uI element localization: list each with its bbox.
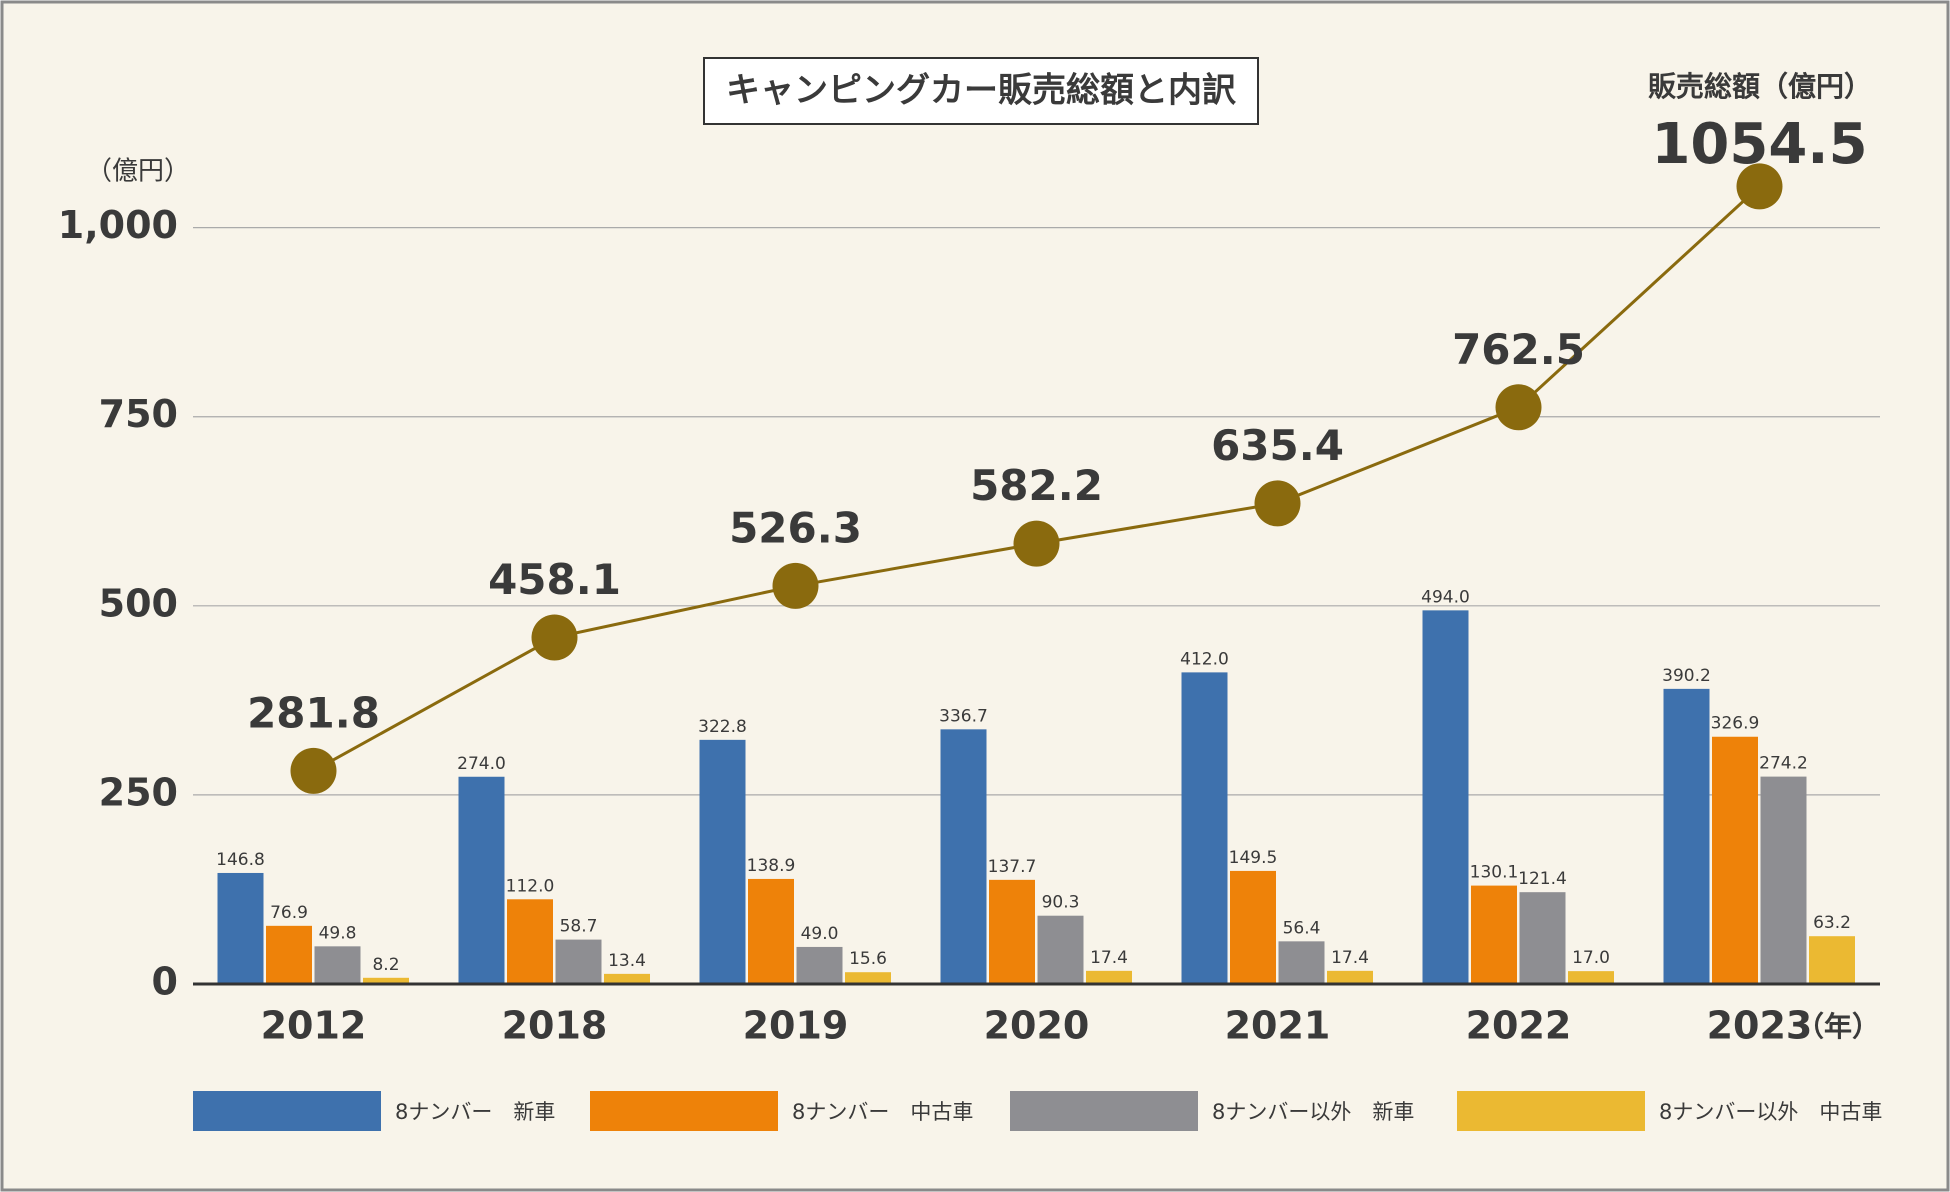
bar-value-label: 8.2 <box>372 955 399 975</box>
bar-value-label: 274.0 <box>457 754 506 774</box>
total-marker <box>1736 163 1783 210</box>
x-tick-label: 2021 <box>1225 1004 1331 1048</box>
total-value-label: 635.4 <box>1211 421 1344 470</box>
bar-value-label: 494.0 <box>1421 587 1470 607</box>
legend-swatch <box>590 1091 778 1131</box>
bar <box>1278 941 1325 984</box>
bar-value-label: 322.8 <box>698 717 747 737</box>
bar-value-label: 90.3 <box>1042 893 1080 913</box>
y-tick-label: 500 <box>99 581 178 625</box>
bar-value-label: 390.2 <box>1662 666 1711 686</box>
bar-value-label: 76.9 <box>270 903 308 923</box>
total-marker <box>531 614 578 661</box>
bar <box>458 776 505 984</box>
x-tick-label: 2019 <box>743 1004 849 1048</box>
legend-swatch <box>1010 1091 1198 1131</box>
bar-value-label: 58.7 <box>560 917 598 937</box>
bar-value-label: 49.0 <box>801 924 839 944</box>
bar <box>507 899 553 984</box>
bar <box>1712 736 1758 984</box>
x-tick-label: 2012 <box>261 1004 367 1048</box>
bar <box>1230 870 1276 984</box>
total-marker <box>1495 384 1542 431</box>
bar <box>363 977 409 984</box>
bar <box>940 729 987 984</box>
line-series-name: 販売総額（億円） <box>1648 70 1872 103</box>
bar-value-label: 63.2 <box>1813 913 1851 933</box>
bar-value-label: 146.8 <box>216 850 265 870</box>
title-box <box>703 57 1259 125</box>
y-tick-label: 0 <box>152 960 178 1004</box>
bar-value-label: 326.9 <box>1711 714 1760 734</box>
bar-value-label: 130.1 <box>1470 863 1519 883</box>
bar <box>1327 970 1373 984</box>
total-marker <box>1254 480 1301 527</box>
chart-title: キャンピングカー販売総額と内訳 <box>726 71 1237 111</box>
total-value-label: 1054.5 <box>1651 112 1867 177</box>
total-value-label: 458.1 <box>488 555 621 604</box>
bar <box>1760 776 1807 984</box>
bar <box>699 739 746 984</box>
legend-swatch <box>193 1091 381 1131</box>
bar <box>1181 672 1228 984</box>
bar-value-label: 13.4 <box>608 951 646 971</box>
legend-swatch <box>1457 1091 1645 1131</box>
total-value-label: 281.8 <box>247 688 380 737</box>
bar-value-label: 17.4 <box>1090 948 1128 968</box>
total-value-label: 526.3 <box>729 503 862 552</box>
y-tick-label: 250 <box>99 770 178 814</box>
bar <box>1422 610 1469 984</box>
bar <box>989 879 1035 984</box>
bar-value-label: 17.4 <box>1331 948 1369 968</box>
total-marker <box>290 747 337 794</box>
y-axis-unit: （億円） <box>86 157 190 187</box>
bar-value-label: 17.0 <box>1572 948 1610 968</box>
bar <box>1519 892 1566 984</box>
legend-label: 8ナンバー 中古車 <box>792 1100 973 1124</box>
bar-value-label: 412.0 <box>1180 649 1229 669</box>
x-tick-label: 2022 <box>1466 1004 1572 1048</box>
bar <box>1663 688 1710 984</box>
bar <box>1568 971 1614 984</box>
bar <box>796 946 843 984</box>
y-tick-label: 1,000 <box>58 203 178 247</box>
bar-value-label: 274.2 <box>1759 754 1808 774</box>
total-value-label: 762.5 <box>1452 325 1585 374</box>
bar-value-label: 112.0 <box>506 876 555 896</box>
x-tick-label: 2020 <box>984 1004 1090 1048</box>
bar <box>845 972 891 984</box>
x-tick-label: 2018 <box>502 1004 608 1048</box>
total-value-label: 582.2 <box>970 461 1103 510</box>
bar-value-label: 49.8 <box>319 923 357 943</box>
bar <box>748 878 794 984</box>
bar <box>1086 970 1132 984</box>
bar <box>1809 936 1855 984</box>
y-tick-label: 750 <box>99 392 178 436</box>
legend-label: 8ナンバー 新車 <box>395 1100 555 1124</box>
bar-value-label: 149.5 <box>1229 848 1278 868</box>
x-axis-unit: （年） <box>1796 1010 1880 1043</box>
bar-value-label: 336.7 <box>939 706 988 726</box>
total-marker <box>772 562 819 609</box>
bar-value-label: 137.7 <box>988 857 1037 877</box>
bar-value-label: 121.4 <box>1518 869 1567 889</box>
bar <box>266 925 312 984</box>
total-marker <box>1013 520 1060 567</box>
bar <box>555 939 602 984</box>
bar <box>1037 915 1084 984</box>
bar <box>1471 885 1517 984</box>
legend-label: 8ナンバー以外 中古車 <box>1659 1100 1882 1124</box>
bar <box>314 946 361 984</box>
bar <box>604 973 650 984</box>
legend-label: 8ナンバー以外 新車 <box>1212 1100 1414 1124</box>
bar <box>217 872 264 984</box>
bar-value-label: 15.6 <box>849 949 887 969</box>
bar-value-label: 56.4 <box>1283 918 1321 938</box>
x-tick-label: 2023 <box>1707 1004 1813 1048</box>
bar-value-label: 138.9 <box>747 856 796 876</box>
